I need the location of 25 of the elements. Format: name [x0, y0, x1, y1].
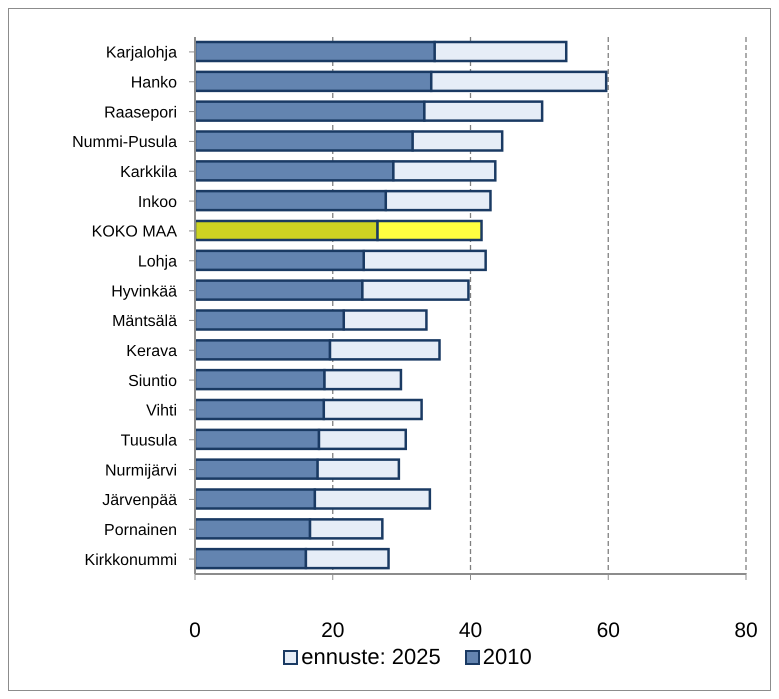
y-tick-label: Lohja: [138, 253, 178, 270]
y-tick-label: Nurmijärvi: [105, 462, 177, 480]
y-tick-label: Hyvinkää: [111, 283, 178, 300]
legend-label: ennuste: 2025: [301, 644, 441, 670]
legend-label: 2010: [482, 644, 532, 670]
y-tick-label: Karkkila: [120, 164, 178, 181]
x-tick-label: 60: [596, 618, 620, 642]
y-tick-label: Vihti: [146, 402, 177, 420]
y-tick-label: Mäntsälä: [112, 313, 178, 330]
x-tick-label: 20: [321, 618, 344, 642]
x-tick-label: 0: [189, 618, 201, 642]
y-tick-label: Pornainen: [104, 522, 177, 539]
y-tick-label: Tuusula: [120, 432, 178, 450]
y-tick-label: KOKO MAA: [92, 224, 178, 241]
y-tick-label: Järvenpää: [102, 492, 178, 510]
y-tick-label: Inkoo: [138, 194, 178, 211]
x-tick-label: 40: [458, 618, 482, 642]
y-tick-label: Nummi-Pusula: [72, 134, 178, 152]
y-tick-label: Hanko: [130, 74, 178, 92]
y-tick-label: Karjalohja: [106, 44, 178, 62]
y-tick-label: Siuntio: [128, 372, 178, 390]
y-tick-label: Kirkkonummi: [84, 552, 177, 569]
y-tick-label: Kerava: [126, 342, 178, 360]
x-tick-label: 80: [734, 618, 758, 642]
y-tick-label: Raasepori: [104, 104, 177, 122]
